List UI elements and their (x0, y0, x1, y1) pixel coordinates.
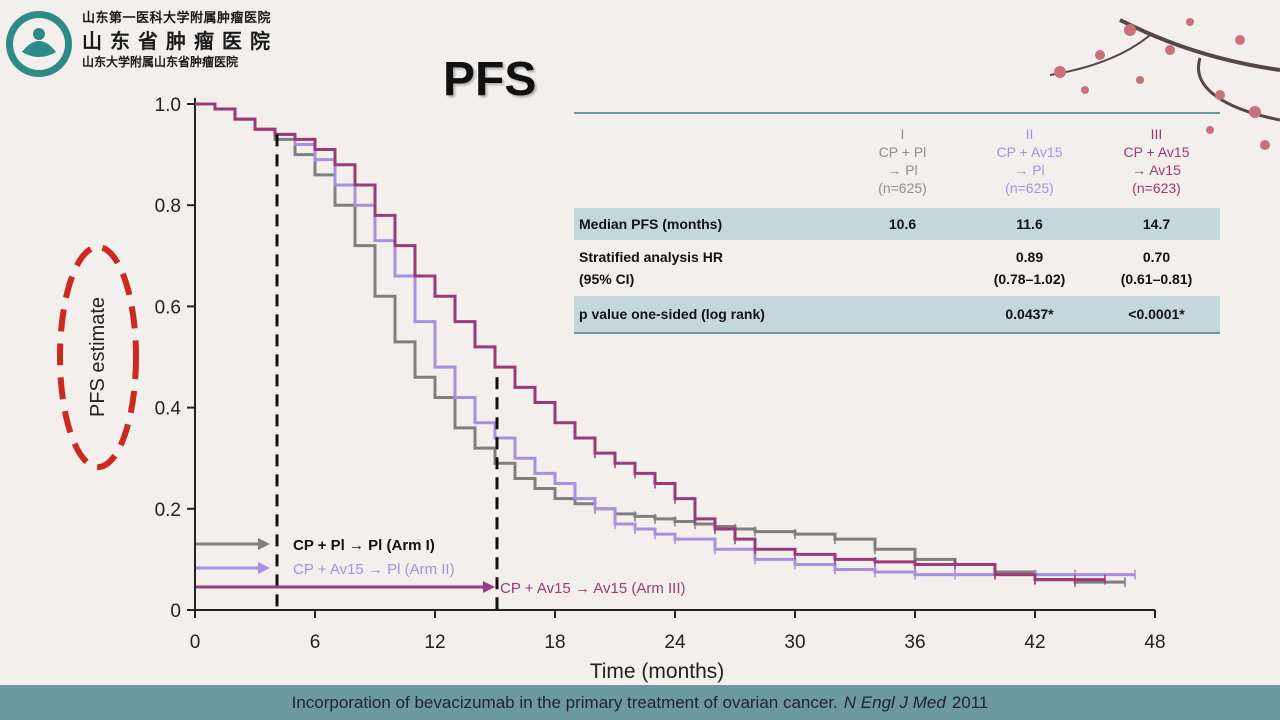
cell-value: 14.7 (1142, 216, 1171, 232)
x-tick-label: 18 (544, 632, 565, 653)
table-row-pvalue: p value one-sided (log rank) 0.0437* <0.… (574, 296, 1220, 334)
y-tick-label: 0 (170, 601, 181, 622)
org-name-line1: 山东第一医科大学附属肿瘤医院 (82, 11, 272, 26)
legend-arrow-head (258, 562, 270, 574)
pfs-km-chart: 0 6 12 18 24 30 36 42 48 0 0.2 0.4 0.6 0.8 1.0 Time (mo… (87, 95, 1166, 683)
cell-value: 0.89 (0.78–1.02) (966, 246, 1093, 290)
citation-journal: N Engl J Med (843, 692, 946, 712)
arm-regimen-line1: CP + Pl (878, 144, 927, 160)
arm-regimen-line2: → Pl (887, 162, 918, 178)
arm-numeral: III (1150, 126, 1163, 142)
x-tick-label: 0 (190, 632, 201, 653)
legend-label: CP + Av15 → Av15 (Arm III) (500, 580, 686, 597)
row-label: p value one-sided (log rank) (579, 306, 765, 322)
arm-n: (n=625) (1005, 180, 1054, 196)
citation-text: Incorporation of bevacizumab in the prim… (291, 692, 838, 712)
legend-label: CP + Av15 → Pl (Arm II) (293, 561, 455, 578)
arm-n: (n=623) (1132, 180, 1181, 196)
arm-numeral: I (900, 126, 905, 142)
y-axis-label: PFS estimate (87, 297, 109, 417)
arm-regimen-line2: → Av15 (1132, 162, 1181, 178)
arm-regimen-line2: → Pl (1014, 162, 1045, 178)
km-curve-arm-2 (195, 102, 1135, 577)
hospital-name-block: 山东第一医科大学附属肿瘤医院 山东省肿瘤医院 山东大学附属山东省肿瘤医院 (82, 10, 278, 70)
y-tick-label: 0.4 (155, 399, 182, 420)
results-table: I CP + Pl → Pl (n=625) II CP + Av15 → Pl… (574, 112, 1220, 334)
hr-value: 0.70 (1142, 249, 1171, 265)
y-tick-label: 0.2 (155, 500, 181, 521)
y-tick-label: 0.8 (155, 196, 181, 217)
arm-header-3: III CP + Av15 → Av15 (n=623) (1093, 125, 1220, 197)
arm-regimen-line1: CP + Av15 (996, 144, 1063, 160)
hr-ci: (0.78–1.02) (993, 271, 1066, 287)
arm-regimen-line1: CP + Av15 (1123, 144, 1190, 160)
table-header-row: I CP + Pl → Pl (n=625) II CP + Av15 → Pl… (574, 114, 1220, 208)
x-tick-label: 6 (310, 632, 321, 653)
citation-footer: Incorporation of bevacizumab in the prim… (0, 685, 1280, 720)
cell-value: 0.70 (0.61–0.81) (1093, 246, 1220, 290)
legend-label: CP + Pl → Pl (Arm I) (293, 537, 435, 554)
table-row-hr: Stratified analysis HR (95% CI) 0.89 (0.… (574, 240, 1220, 296)
blossom-branch-decoration (1049, 18, 1280, 150)
legend-arrow-head (483, 581, 495, 593)
citation-year: 2011 (951, 692, 989, 712)
cell-value: 11.6 (1016, 216, 1043, 232)
hr-value: 0.89 (1015, 249, 1044, 265)
km-curve-arm-1 (195, 102, 1125, 584)
legend-arrow-head (258, 538, 270, 550)
x-tick-label: 36 (904, 632, 925, 653)
x-tick-label: 30 (784, 632, 805, 653)
highlight-ellipse (57, 244, 139, 470)
cell-value: 10.6 (888, 216, 917, 232)
y-tick-label: 0.6 (155, 297, 181, 318)
x-tick-label: 48 (1144, 632, 1165, 653)
x-tick-label: 42 (1024, 632, 1045, 653)
cell-value: <0.0001* (1128, 306, 1185, 322)
hr-ci: (0.61–0.81) (1120, 271, 1193, 287)
row-label-line1: Stratified analysis HR (579, 249, 723, 265)
org-name-line2: 山东省肿瘤医院 (82, 29, 278, 53)
table-row-median: Median PFS (months) 10.6 11.6 14.7 (574, 208, 1220, 240)
slide-title: PFS (443, 53, 537, 106)
row-label: Stratified analysis HR (95% CI) (574, 246, 839, 290)
x-tick-label: 24 (664, 632, 686, 653)
arm-n: (n=625) (878, 180, 927, 196)
arm-numeral: II (1025, 126, 1034, 142)
x-axis-label: Time (months) (590, 660, 725, 683)
row-label-line2: (95% CI) (579, 271, 635, 287)
row-label: Median PFS (months) (579, 216, 723, 232)
cell-value: 0.0437* (1005, 306, 1054, 322)
arm-header-1: I CP + Pl → Pl (n=625) (839, 125, 966, 197)
y-tick-label: 1.0 (155, 95, 181, 116)
x-tick-label: 12 (424, 632, 445, 653)
org-name-line3: 山东大学附属山东省肿瘤医院 (82, 55, 239, 69)
hospital-logo (6, 11, 72, 77)
arm-header-2: II CP + Av15 → Pl (n=625) (966, 125, 1093, 197)
